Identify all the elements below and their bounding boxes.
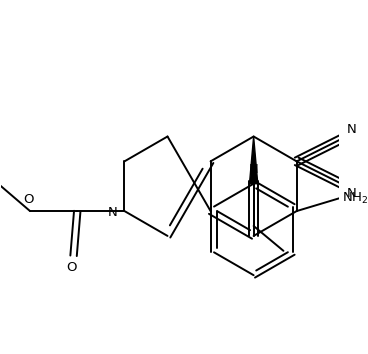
Text: O: O [23,193,33,206]
Text: N: N [107,206,117,219]
Text: N: N [347,123,357,136]
Text: O: O [67,261,77,274]
Text: N: N [347,187,357,200]
Polygon shape [250,137,258,184]
Text: NH$_2$: NH$_2$ [342,191,368,206]
Text: N: N [249,163,258,176]
